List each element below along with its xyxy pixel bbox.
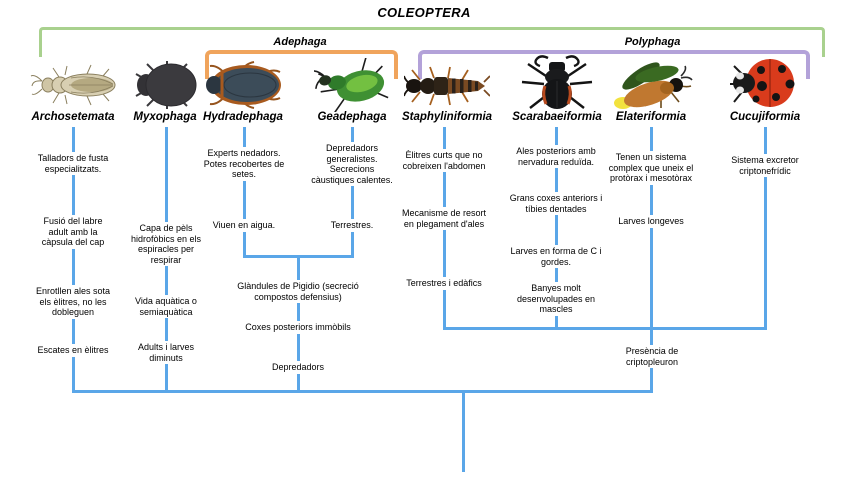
myxophaga-beetle-icon bbox=[135, 61, 197, 109]
trait-text: Escates en èlitres bbox=[34, 344, 112, 357]
trait-text: Tenen un sistema complex que uneix el pr… bbox=[599, 151, 703, 185]
trait-text: Terrestres i edàfics bbox=[397, 277, 491, 290]
branch-line-cucujiformia bbox=[764, 127, 767, 329]
trait-text: Fusió del labre adult amb la càpsula del… bbox=[34, 215, 112, 249]
archosetemata-beetle-icon bbox=[30, 64, 116, 106]
trait-text: Adults i larves diminuts bbox=[124, 341, 208, 365]
staphyliniformia-beetle-icon bbox=[404, 66, 490, 106]
trait-text: Ales posteriors amb nervadura reduïda. bbox=[507, 145, 605, 169]
taxon-name-cucujiformia: Cucujiformia bbox=[729, 111, 801, 123]
scarabaeiformia-beetle-icon bbox=[521, 55, 593, 109]
trait-text: Experts nedadors. Potes recobertes de se… bbox=[198, 147, 290, 181]
branch-line-hydradephaga bbox=[243, 127, 246, 257]
branch-line-elateriformia bbox=[650, 127, 653, 329]
trait-text: Èlitres curts que no cobreixen l'abdomen bbox=[397, 149, 491, 173]
adephaga-label: Adephaga bbox=[273, 36, 327, 48]
trait-text: Enrotllen ales sota els èlitres, no les … bbox=[34, 285, 112, 319]
trait-text: Grans coxes anteriors i tíbies dentades bbox=[507, 192, 605, 216]
adephaga-bracket bbox=[205, 50, 398, 79]
taxon-name-staphyliniformia: Staphyliniformia bbox=[401, 111, 493, 123]
trait-text: Depredadors generalistes. Secrecions càu… bbox=[308, 142, 396, 187]
taxon-name-myxophaga: Myxophaga bbox=[133, 111, 197, 123]
diagram-title: COLEOPTERA bbox=[377, 5, 471, 20]
root-join-line bbox=[72, 390, 653, 393]
taxon-name-geadephaga: Geadephaga bbox=[317, 111, 387, 123]
taxon-name-scarabaeiformia: Scarabaeiformia bbox=[512, 111, 602, 123]
trait-text: Vida aquàtica o semiaquàtica bbox=[124, 295, 208, 319]
trait-text: Talladors de fusta especialitzats. bbox=[34, 152, 112, 176]
cucujiformia-beetle-icon bbox=[730, 59, 795, 107]
hydradephaga-beetle-icon bbox=[206, 61, 281, 109]
branch-line-scarabaeiformia bbox=[555, 127, 558, 329]
polyphaga-join-line bbox=[443, 327, 767, 330]
taxon-name-archosetemata: Archosetemata bbox=[31, 111, 115, 123]
trait-text: Banyes molt desenvolupades en mascles bbox=[507, 282, 605, 316]
geadephaga-beetle-icon bbox=[314, 58, 389, 112]
trait-text: Terrestres. bbox=[308, 219, 396, 232]
taxon-name-hydradephaga: Hydradephaga bbox=[203, 111, 283, 123]
trait-text: Mecanisme de resort en plegament d'ales bbox=[397, 207, 491, 231]
trait-text: Larves en forma de C i gordes. bbox=[507, 245, 605, 269]
clade-node-text: Presència de criptopleuron bbox=[604, 345, 700, 369]
clade-node-text: Glàndules de Pigidio (secreció compostos… bbox=[237, 280, 359, 304]
root-stem-line bbox=[462, 390, 465, 472]
trait-text: Larves longeves bbox=[599, 215, 703, 228]
taxon-name-elateriformia: Elateriformia bbox=[615, 111, 687, 123]
branch-line-archosetemata bbox=[72, 127, 75, 393]
clade-node-text: Depredadors bbox=[237, 361, 359, 374]
trait-text: Sistema excretor criptonefrídic bbox=[716, 154, 814, 178]
trait-text: Capa de pèls hidrofòbics en els espiracl… bbox=[124, 222, 208, 267]
branch-line-geadephaga bbox=[351, 127, 354, 257]
clade-node-text: Coxes posteriors immòbils bbox=[237, 321, 359, 334]
trait-text: Viuen en aigua. bbox=[198, 219, 290, 232]
elateriformia-beetle-icon bbox=[614, 62, 693, 109]
polyphaga-bracket bbox=[418, 50, 810, 79]
coleoptera-bracket bbox=[39, 27, 825, 57]
polyphaga-label: Polyphaga bbox=[624, 36, 681, 48]
